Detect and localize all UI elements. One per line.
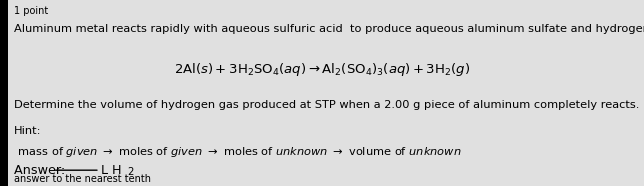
Text: Hint:: Hint: bbox=[14, 126, 42, 137]
Text: Answer:: Answer: bbox=[14, 164, 70, 177]
Text: 1 point: 1 point bbox=[14, 6, 48, 16]
Text: L H: L H bbox=[101, 164, 122, 177]
Text: 2: 2 bbox=[127, 167, 133, 177]
Text: mass of $\mathit{given}$ $\rightarrow$ moles of $\mathit{given}$ $\rightarrow$ m: mass of $\mathit{given}$ $\rightarrow$ m… bbox=[14, 145, 462, 159]
Text: answer to the nearest tenth: answer to the nearest tenth bbox=[14, 174, 151, 184]
Text: $2\mathrm{Al}(s) + 3\mathrm{H_2SO_4}(aq) \rightarrow \mathrm{Al_2(SO_4)_3}(aq) +: $2\mathrm{Al}(s) + 3\mathrm{H_2SO_4}(aq)… bbox=[174, 61, 470, 78]
Text: Determine the volume of hydrogen gas produced at STP when a 2.00 g piece of alum: Determine the volume of hydrogen gas pro… bbox=[14, 100, 639, 110]
Text: Aluminum metal reacts rapidly with aqueous sulfuric acid  to produce aqueous alu: Aluminum metal reacts rapidly with aqueo… bbox=[14, 24, 644, 34]
